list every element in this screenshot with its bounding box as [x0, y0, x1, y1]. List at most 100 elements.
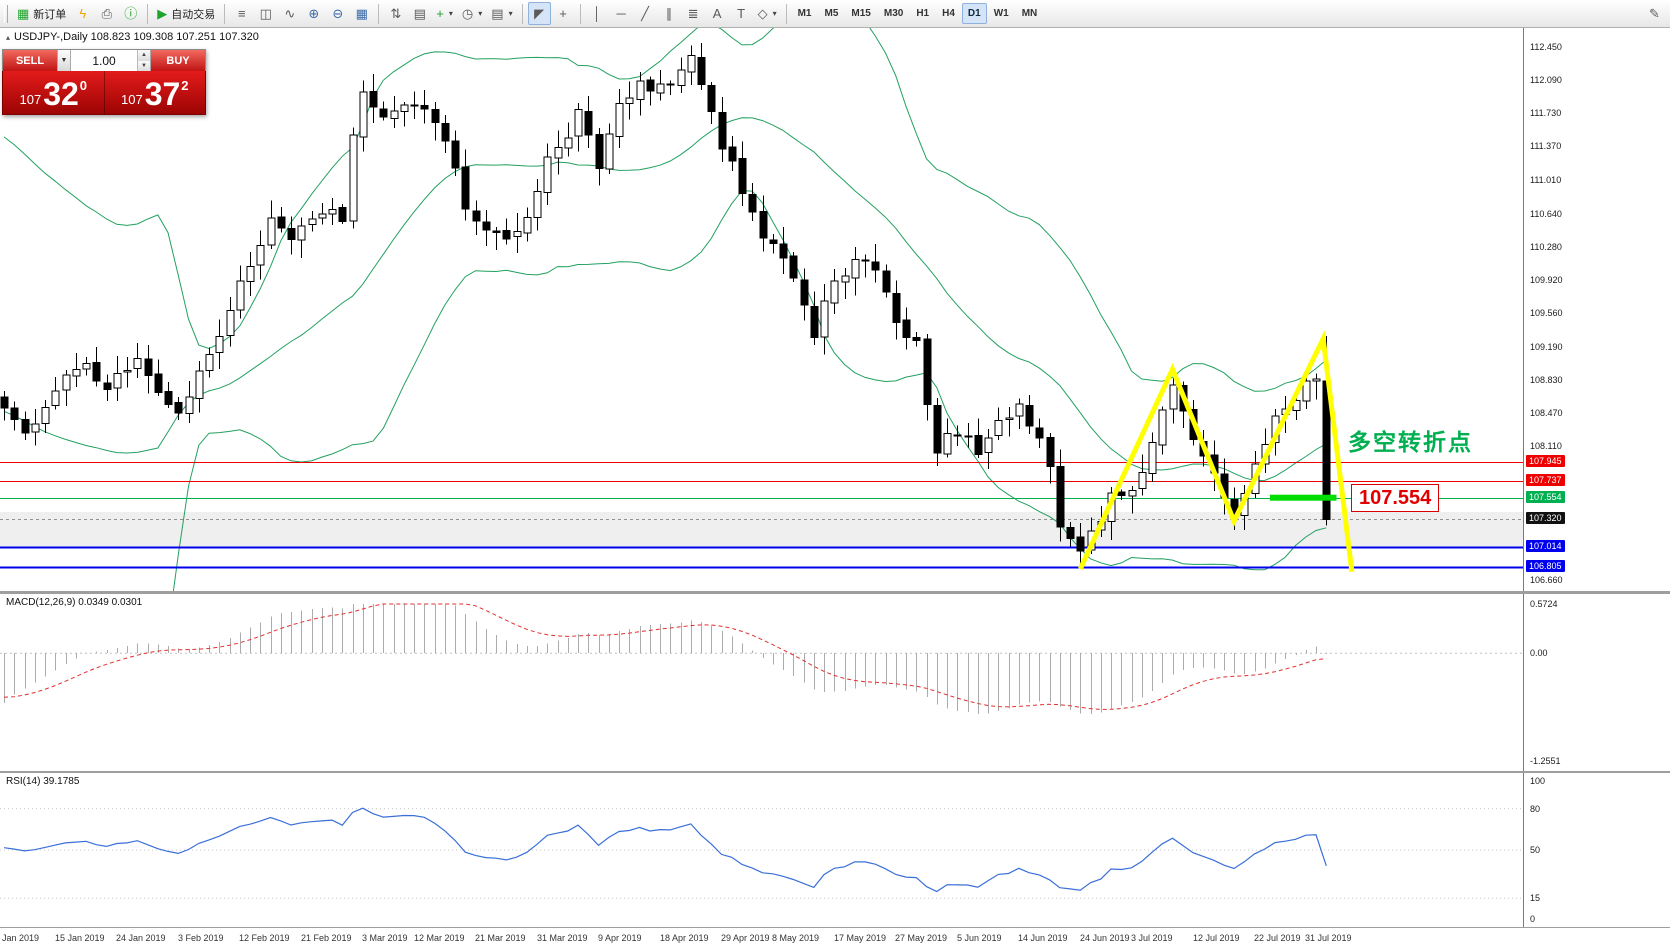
- macd-signal-line: [3, 603, 1327, 710]
- tile-windows-button[interactable]: ▦: [350, 2, 373, 25]
- date-label: 21 Mar 2019: [475, 933, 526, 943]
- date-label: 3 Mar 2019: [362, 933, 408, 943]
- date-label: 29 Apr 2019: [721, 933, 770, 943]
- toolbar-separator: [378, 3, 380, 24]
- price-badge-107.737: 107.737: [1526, 474, 1565, 486]
- price-axis[interactable]: 112.450 112.090 111.730 111.370 111.010 110.6…: [1523, 28, 1670, 927]
- timeframe-button-m30[interactable]: M30: [883, 8, 904, 19]
- cursor-button[interactable]: ◤: [527, 2, 551, 25]
- autotrade-button[interactable]: ▶ 自动交易: [153, 2, 219, 25]
- turning-point-annotation[interactable]: 多空转折点: [1348, 429, 1473, 455]
- bar-chart-button[interactable]: ≡: [230, 2, 253, 25]
- channel-button[interactable]: ∥: [658, 2, 681, 25]
- text-button[interactable]: A: [706, 2, 729, 25]
- crosshair-button[interactable]: +: [552, 2, 575, 25]
- new-order-icon: ▦: [17, 6, 30, 21]
- rsi-panel[interactable]: [0, 773, 1523, 927]
- timeframe-button-mn[interactable]: MN: [1021, 8, 1038, 19]
- periods-button[interactable]: ◷ ▾: [458, 2, 486, 25]
- price-flag-label[interactable]: 107.554: [1351, 484, 1440, 512]
- date-label: 12 Jul 2019: [1193, 933, 1240, 943]
- date-axis[interactable]: Jan 2019 15 Jan 2019 24 Jan 2019 3 Feb 2019…: [0, 928, 1670, 950]
- price-tick: 109.190: [1530, 342, 1563, 352]
- date-label: 3 Jul 2019: [1131, 933, 1173, 943]
- zigzag-drawing[interactable]: [1078, 330, 1355, 573]
- templates-button[interactable]: ▤ ▾: [487, 2, 516, 25]
- date-label: 14 Jun 2019: [1018, 933, 1068, 943]
- timeframe-button-m15[interactable]: M15: [851, 8, 871, 19]
- date-label: 15 Jan 2019: [55, 933, 105, 943]
- volume-up-icon[interactable]: ▲: [138, 50, 150, 61]
- timeframe-button-d1[interactable]: D1: [961, 3, 987, 24]
- main-chart[interactable]: [0, 28, 1523, 591]
- vertical-line-button[interactable]: │: [586, 2, 609, 25]
- candlestick-chart-icon: ◫: [259, 6, 272, 21]
- tile-windows-icon: ▦: [355, 6, 368, 21]
- horizontal-line-icon: ─: [616, 6, 626, 21]
- macd-histogram: [3, 604, 1328, 714]
- candlestick-chart-button[interactable]: ◫: [254, 2, 277, 25]
- volume-down-icon[interactable]: ▼: [138, 60, 150, 71]
- timeframe-button-m5[interactable]: M5: [824, 8, 839, 19]
- timeframe-button-h4[interactable]: H4: [942, 8, 955, 19]
- date-label: 27 May 2019: [895, 933, 948, 943]
- date-label: 12 Feb 2019: [239, 933, 290, 943]
- print-button[interactable]: ⎙: [95, 2, 118, 25]
- shaded-zone: [0, 511, 1523, 548]
- price-tick: 106.660: [1530, 575, 1563, 585]
- order-type-dropdown[interactable]: ▼: [57, 50, 71, 71]
- new-order-label: 新订单: [33, 8, 67, 21]
- support-highlight[interactable]: [1269, 494, 1337, 501]
- toolbar-grip[interactable]: [4, 4, 8, 23]
- date-label: 17 May 2019: [834, 933, 887, 943]
- timeframe-button-h1[interactable]: H1: [916, 8, 930, 19]
- text-icon: A: [712, 6, 722, 21]
- zoom-out-icon: ⊖: [332, 6, 344, 21]
- fibonacci-button[interactable]: ≣: [682, 2, 705, 25]
- toolbar-separator: [224, 3, 226, 24]
- sell-price-button[interactable]: 107 32 0: [3, 71, 105, 114]
- cascade-button[interactable]: ▤: [408, 2, 431, 25]
- price-tick: 110.640: [1530, 209, 1562, 219]
- panel-splitter-macd[interactable]: [0, 591, 1670, 594]
- buy-price-pip: 2: [181, 78, 189, 93]
- line-chart-button[interactable]: ∿: [278, 2, 301, 25]
- timeframe-button-m1[interactable]: M1: [797, 8, 812, 19]
- price-badge-107.014: 107.014: [1526, 540, 1565, 552]
- new-order-button[interactable]: ▦ 新订单: [13, 2, 70, 25]
- date-label: 24 Jun 2019: [1080, 933, 1130, 943]
- trade-panel-prices: 107 32 0 107 37 2: [2, 71, 206, 115]
- sell-price-pip: 0: [79, 78, 88, 93]
- panel-splitter-rsi[interactable]: [0, 771, 1670, 773]
- price-tick: 111.010: [1530, 175, 1562, 185]
- volume-stepper: ▲ ▼: [137, 50, 150, 71]
- horizontal-line-button[interactable]: ─: [610, 2, 633, 25]
- bar-chart-icon: ≡: [238, 6, 246, 21]
- macd-panel[interactable]: [0, 594, 1523, 771]
- zoom-out-button[interactable]: ⊖: [326, 2, 349, 25]
- date-label: 3 Feb 2019: [178, 933, 224, 943]
- date-label: 31 Jul 2019: [1305, 933, 1352, 943]
- buy-button[interactable]: BUY: [151, 50, 205, 71]
- buy-price-prefix: 107: [120, 92, 143, 107]
- edit-pencil-button[interactable]: ✎: [1643, 2, 1666, 25]
- macd-axis-zero: 0.00: [1530, 648, 1548, 658]
- shapes-button[interactable]: ◇ ▾: [754, 2, 781, 25]
- price-tick: 112.090: [1530, 75, 1562, 85]
- horizontal-levels[interactable]: [0, 462, 1523, 569]
- timeframe-button-w1[interactable]: W1: [993, 8, 1009, 19]
- market-watch-button[interactable]: ϟ: [71, 2, 94, 25]
- add-indicator-icon: +: [436, 6, 444, 21]
- buy-price-button[interactable]: 107 37 2: [104, 71, 205, 114]
- price-badge-107.945: 107.945: [1526, 455, 1565, 467]
- volume-input[interactable]: [71, 50, 137, 71]
- auto-arrange-button[interactable]: ⇅: [384, 2, 407, 25]
- info-button[interactable]: ⓘ: [119, 2, 142, 25]
- chevron-down-icon: ▾: [448, 9, 453, 18]
- trendline-button[interactable]: ╱: [634, 2, 657, 25]
- add-indicator-button[interactable]: + ▾: [432, 2, 457, 25]
- text-label-button[interactable]: T: [730, 2, 753, 25]
- zoom-in-button[interactable]: ⊕: [302, 2, 325, 25]
- sell-button[interactable]: SELL: [3, 50, 57, 71]
- buy-price-big: 37: [144, 75, 181, 112]
